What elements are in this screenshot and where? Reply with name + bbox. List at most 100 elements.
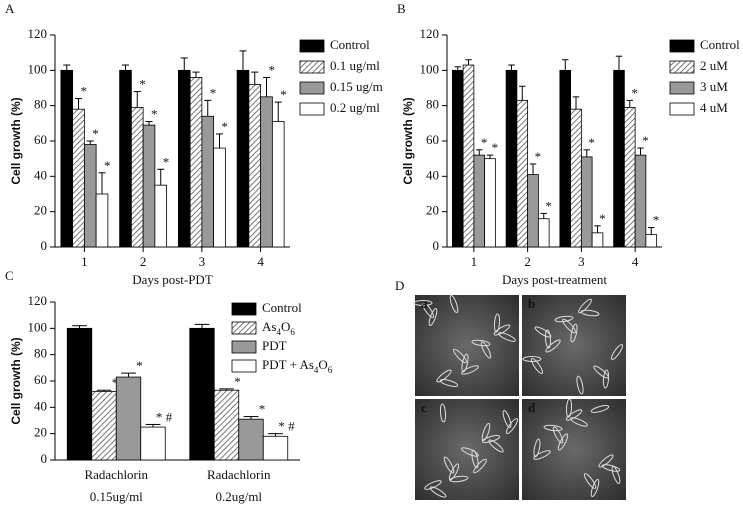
bar — [645, 234, 658, 248]
cell — [544, 329, 552, 349]
y-tick-label: 120 — [28, 293, 48, 308]
y-tick-label: 20 — [34, 425, 47, 440]
bar — [634, 154, 647, 248]
bar — [623, 107, 636, 248]
legend-swatch — [231, 359, 257, 373]
legend-label: Control — [700, 37, 740, 52]
bar — [238, 418, 264, 461]
bar — [613, 69, 625, 248]
y-tick-label: 40 — [34, 167, 47, 182]
y-tick-label: 20 — [34, 203, 47, 218]
legend-label: As4O6 — [262, 319, 295, 337]
cell — [590, 405, 610, 413]
cell — [449, 294, 459, 314]
legend-label: 0.2 ug/ml — [330, 100, 380, 115]
cell — [436, 369, 452, 383]
x-tick-label: 1 — [471, 254, 478, 269]
micrograph — [522, 399, 626, 500]
x-tick-label: Radachlorin — [84, 467, 148, 482]
cell — [601, 464, 621, 472]
legend-swatch — [669, 60, 695, 74]
legend-swatch — [669, 39, 695, 53]
y-tick-label: 80 — [34, 97, 47, 112]
cell — [583, 473, 597, 489]
cell — [533, 438, 541, 458]
legend-swatch — [231, 321, 257, 335]
cell — [543, 424, 563, 432]
bar — [154, 184, 168, 248]
y-tick-label: 0 — [41, 238, 48, 253]
cell — [590, 478, 600, 498]
bar — [177, 69, 191, 248]
cell — [570, 323, 578, 343]
y-axis-label: Cell growth (%) — [401, 97, 415, 184]
significance-mark: * — [631, 85, 638, 100]
y-tick-label: 80 — [426, 97, 439, 112]
significance-mark: * — [92, 126, 99, 141]
cell — [593, 365, 609, 379]
bar — [201, 115, 215, 248]
y-axis-label: Cell growth (%) — [9, 97, 23, 184]
cell — [545, 339, 561, 353]
significance-mark: * — [259, 402, 266, 417]
bar — [140, 426, 166, 461]
bar — [580, 156, 593, 248]
y-tick-label: 120 — [420, 26, 440, 41]
legend-label: 4 uM — [700, 100, 728, 115]
y-tick-label: 0 — [433, 238, 440, 253]
bar — [142, 124, 156, 248]
significance-mark: * — [104, 158, 111, 173]
cell — [493, 324, 511, 336]
bar — [91, 391, 117, 461]
significance-mark: * — [269, 62, 276, 77]
x-axis-label: Days post-PDT — [132, 272, 213, 287]
bar — [516, 99, 529, 248]
y-tick-label: 40 — [34, 398, 47, 413]
x-tick-sublabel: 0.2ug/ml — [215, 489, 262, 504]
cell — [554, 315, 574, 323]
cell — [557, 433, 569, 451]
cell — [570, 417, 588, 427]
cell — [439, 379, 459, 387]
panel-label: C — [5, 268, 14, 283]
cell — [488, 439, 504, 453]
bar — [262, 435, 289, 461]
significance-mark: * — [112, 375, 119, 390]
bar — [260, 96, 273, 248]
significance-mark: * — [222, 119, 229, 134]
cell — [565, 398, 573, 418]
cell — [428, 307, 438, 327]
cell — [461, 365, 479, 375]
legend-label: 0.15 ug/m — [330, 79, 383, 94]
legend-swatch — [299, 81, 325, 95]
significance-mark: * — [492, 140, 499, 155]
legend-swatch — [299, 60, 325, 74]
legend-label: Control — [262, 300, 302, 315]
cell — [562, 318, 576, 334]
bar — [95, 193, 109, 248]
significance-mark: * — [481, 135, 488, 150]
bar — [189, 77, 203, 248]
micrograph-label: d — [528, 400, 536, 415]
x-tick-label: 1 — [81, 254, 88, 269]
significance-mark: * — [588, 135, 595, 150]
significance-mark: * — [234, 374, 241, 389]
significance-mark: * — [653, 213, 660, 228]
cell — [461, 447, 479, 457]
cell — [471, 449, 479, 469]
y-axis-label: Cell growth (%) — [9, 337, 23, 424]
bar — [213, 389, 240, 461]
bar — [236, 69, 250, 248]
cell — [505, 417, 519, 435]
x-tick-label: Radachlorin — [207, 467, 271, 482]
bar — [66, 327, 93, 461]
y-tick-label: 100 — [28, 61, 48, 76]
legend-swatch — [299, 39, 325, 53]
cell — [533, 450, 551, 460]
cell — [471, 339, 491, 347]
legend-swatch — [231, 302, 257, 316]
x-tick-label: 4 — [632, 254, 639, 269]
y-tick-label: 60 — [34, 372, 47, 387]
legend-label: 0.1 ug/ml — [330, 58, 380, 73]
